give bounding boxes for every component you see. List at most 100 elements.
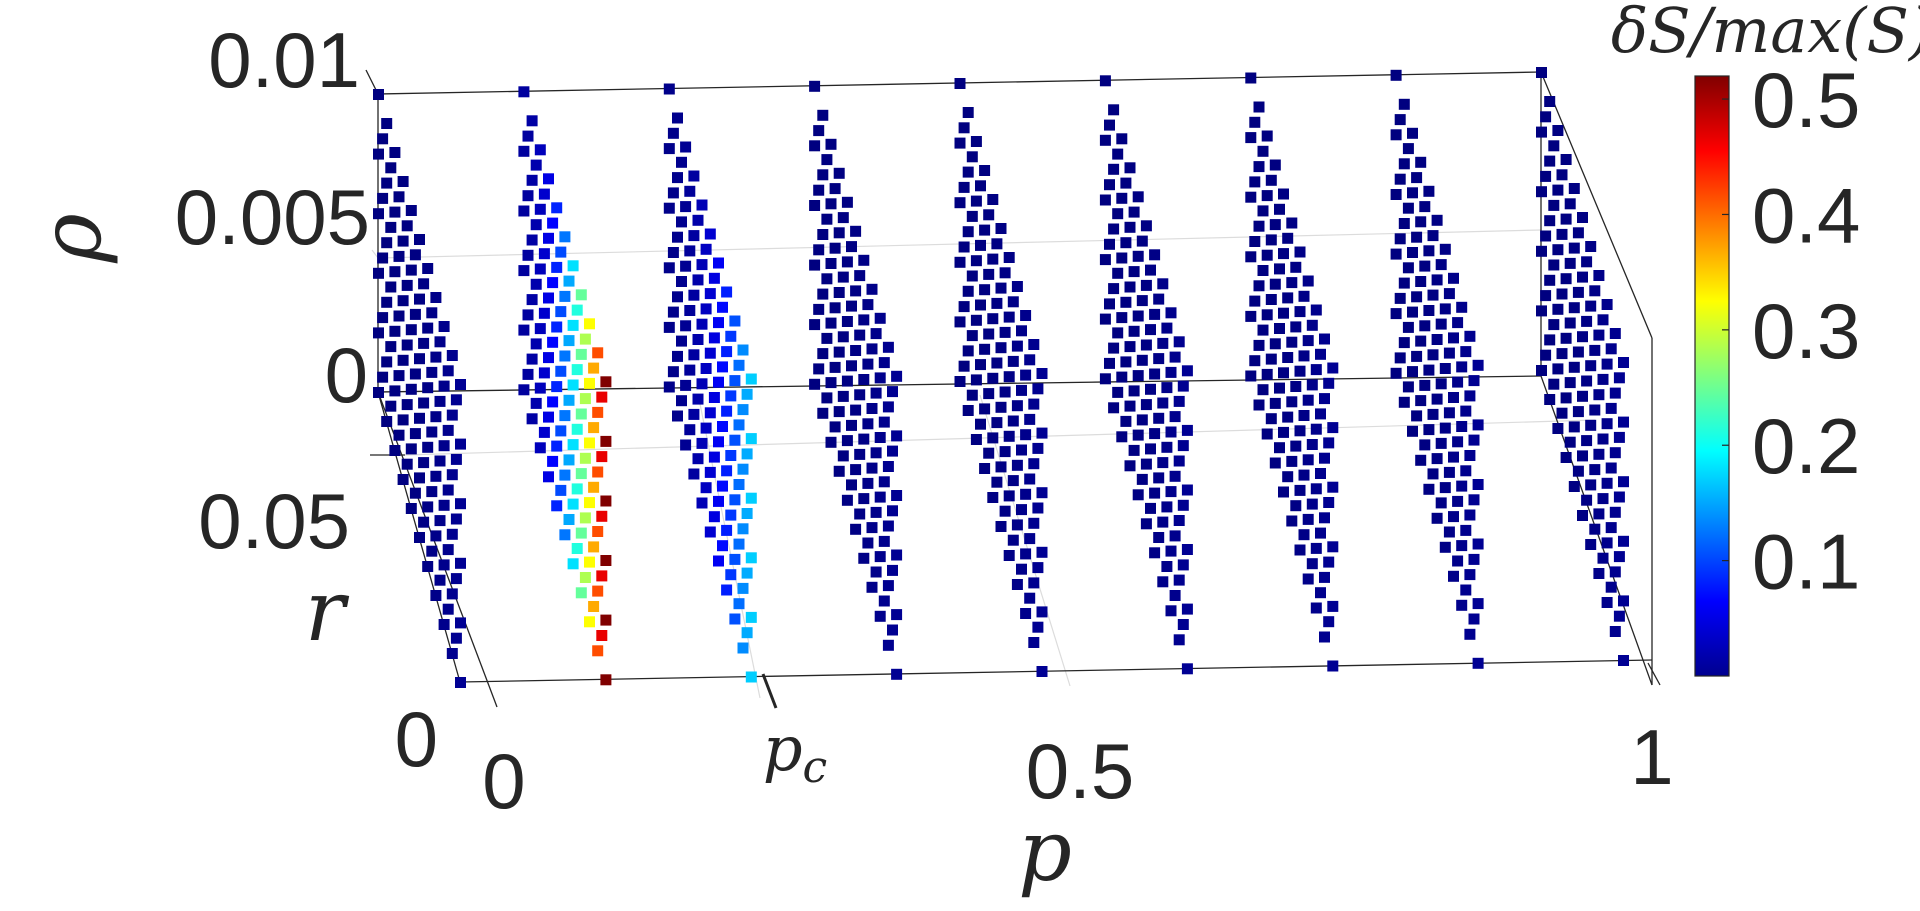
data-point [1536, 305, 1547, 317]
data-point [381, 118, 393, 129]
data-point [385, 281, 397, 293]
data-point [680, 141, 692, 153]
data-point [1177, 499, 1189, 511]
data-point [1278, 307, 1289, 319]
data-point [663, 83, 675, 95]
data-point [966, 270, 978, 282]
data-point [1315, 408, 1326, 420]
data-point [696, 497, 708, 509]
data-point [1153, 293, 1165, 305]
data-point [1011, 340, 1023, 352]
data-point [522, 368, 534, 380]
data-point [450, 453, 462, 465]
data-point [1540, 290, 1552, 302]
data-point [1253, 280, 1265, 292]
data-point [813, 303, 825, 315]
p-tick-pc: pc [763, 712, 827, 793]
data-point [526, 294, 538, 306]
data-point [1169, 590, 1181, 601]
data-point [397, 474, 409, 485]
data-point [1181, 603, 1193, 615]
data-point [850, 404, 862, 416]
data-point [1472, 479, 1484, 490]
data-point [1609, 328, 1621, 339]
data-point [1282, 411, 1294, 423]
data-point [958, 301, 970, 313]
data-point [381, 237, 393, 249]
data-point [813, 244, 825, 256]
data-point [555, 246, 567, 258]
data-point [1460, 405, 1472, 417]
data-point [418, 516, 430, 528]
data-point [551, 202, 563, 214]
data-point [1452, 555, 1464, 567]
p-tick-0: 0 [482, 737, 525, 825]
data-point [809, 140, 821, 152]
data-point [1427, 230, 1439, 242]
data-point [1536, 186, 1547, 198]
data-point [874, 610, 886, 622]
data-point [672, 172, 683, 184]
data-point [1572, 465, 1584, 477]
data-point [1540, 230, 1552, 242]
data-point [1536, 365, 1547, 376]
data-point [1161, 441, 1173, 453]
data-point [1460, 584, 1472, 596]
data-point [1390, 69, 1402, 81]
data-point [1274, 263, 1285, 275]
data-point [999, 386, 1011, 398]
data-point [1472, 419, 1484, 431]
data-point [1613, 491, 1625, 503]
data-point [1003, 550, 1015, 561]
data-point [1024, 592, 1036, 604]
data-point [438, 440, 450, 452]
data-point [575, 587, 587, 599]
data-point [434, 455, 446, 467]
data-point [817, 229, 829, 240]
data-point [547, 217, 559, 229]
data-point [1136, 414, 1148, 426]
data-point [1544, 215, 1556, 227]
data-point [1407, 306, 1418, 318]
data-point [1028, 398, 1040, 410]
data-point [1552, 184, 1564, 196]
data-point [809, 319, 821, 331]
data-point [741, 388, 753, 400]
data-point [696, 199, 708, 211]
data-point [1261, 190, 1273, 202]
data-point [1402, 262, 1414, 274]
data-point [1245, 191, 1257, 203]
data-point [1398, 218, 1410, 229]
data-point [1128, 325, 1140, 337]
data-point [841, 435, 853, 447]
data-point [1128, 444, 1140, 456]
data-point [970, 136, 982, 147]
data-point [1265, 174, 1277, 186]
data-point [446, 588, 458, 600]
data-point [688, 230, 700, 242]
data-point [543, 352, 554, 364]
data-point [829, 361, 841, 373]
data-point [696, 318, 708, 330]
data-point [1116, 312, 1128, 324]
data-point [1448, 272, 1459, 284]
data-point [704, 526, 716, 538]
pc-tick-mark [761, 673, 778, 709]
data-point [446, 469, 458, 481]
data-point [405, 324, 417, 336]
data-point [1460, 465, 1472, 477]
data-point [1294, 544, 1306, 556]
data-point [1589, 404, 1601, 416]
data-point [1145, 502, 1156, 514]
data-point [1577, 331, 1588, 343]
data-point [1177, 380, 1189, 392]
data-point [438, 499, 450, 511]
data-point [1286, 336, 1298, 348]
data-point [1456, 540, 1468, 552]
data-point [422, 501, 434, 513]
data-point [555, 365, 567, 377]
data-point [450, 573, 462, 585]
data-point [579, 572, 591, 583]
data-point [713, 495, 724, 507]
data-point [1108, 163, 1120, 175]
